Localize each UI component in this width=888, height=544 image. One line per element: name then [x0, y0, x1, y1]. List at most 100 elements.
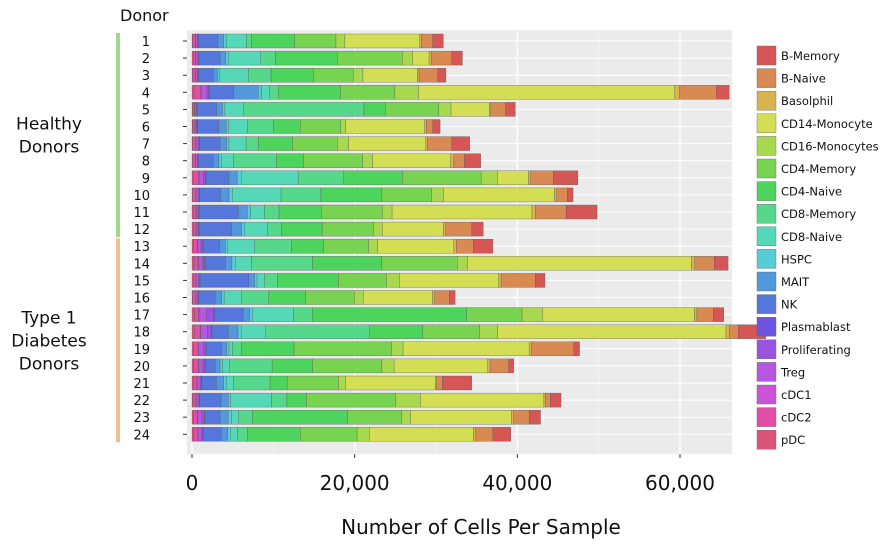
bar-segment-basolphil — [528, 341, 532, 356]
bar-segment-cd8-memory — [251, 256, 313, 271]
bar-segment-mait — [217, 33, 224, 49]
bar-segment-b-memory — [471, 221, 484, 237]
bar-segment-cd8-memory — [264, 204, 280, 220]
legend-label: Proliferating — [781, 343, 851, 357]
bar-segment-cd4-memory — [402, 170, 482, 185]
bar-segment-mait — [218, 119, 227, 134]
bar-segment-cd4-memory — [303, 153, 363, 168]
bar-segment-cd4-memory — [381, 187, 432, 203]
bar-segment-cd4-memory — [305, 290, 355, 305]
bar-segment-cd4-memory — [321, 204, 383, 220]
x-tick-label: 0 — [186, 471, 199, 495]
bar-segment-cdc2 — [193, 427, 198, 442]
bar-segment-pdc — [191, 221, 194, 237]
bar-segment-cd4-memory — [312, 358, 383, 374]
bar-segment-hspc — [218, 153, 222, 168]
bar-segment-cd8-naive — [250, 204, 265, 220]
bar-segment-b-memory — [492, 427, 512, 442]
bar-segment-b-naive — [456, 239, 474, 254]
bar-segment-cd16-monocytes — [386, 273, 400, 288]
group-label: Healthy — [16, 115, 82, 135]
bar-segment-cdc2 — [193, 410, 198, 425]
bar-segment-cd8-naive — [230, 392, 272, 408]
bar-segment-basolphil — [725, 324, 730, 339]
bar-segment-b-memory — [451, 50, 463, 66]
bar-segment-nk — [197, 119, 220, 134]
bar-segment-mait — [242, 307, 250, 322]
group-bracket — [116, 238, 120, 443]
bar-row-20 — [191, 358, 514, 374]
bar-segment-nk — [209, 85, 235, 100]
bar-segment-b-naive — [426, 119, 433, 134]
bar-segment-cdc2 — [193, 358, 199, 374]
bar-segment-mait — [221, 427, 228, 442]
legend-label: cDC2 — [781, 411, 812, 425]
bar-segment-nk — [203, 427, 222, 442]
bar-segment-nk — [201, 375, 217, 391]
bar-segment-mait — [219, 136, 227, 151]
donor-groups: Healthy Donors Type 1 Diabetes Donors — [11, 33, 120, 443]
bar-segment-treg — [195, 187, 199, 203]
bar-segment-cdc2 — [192, 136, 196, 151]
bar-segment-cd4-memory — [299, 427, 358, 442]
bar-segment-treg — [197, 375, 201, 391]
legend-swatch — [756, 271, 777, 292]
bar-segment-cdc2 — [193, 204, 197, 220]
bar-segment-cd4-naive — [320, 187, 383, 203]
bar-segment-hspc — [217, 68, 220, 83]
legend-swatch — [756, 136, 777, 156]
bar-segment-basolphil — [450, 153, 455, 168]
bar-segment-cd8-naive — [225, 375, 234, 391]
bar-row-19 — [191, 341, 580, 356]
bar-segment-basolphil — [694, 307, 698, 322]
bar-segment-cd4-memory — [338, 273, 387, 288]
bar-segment-cd4-naive — [343, 170, 403, 185]
bar-segment-hspc — [231, 256, 236, 271]
bar-segment-cd8-naive — [241, 324, 266, 339]
y-tick-label: 15 — [133, 274, 150, 289]
bar-segment-cdc2 — [193, 85, 201, 100]
bar-segment-cd8-memory — [245, 136, 259, 151]
bar-segment-hspc — [228, 187, 233, 203]
bar-segment-cd16-monocytes — [479, 324, 498, 339]
bar-segment-cd14-monocyte — [410, 410, 512, 425]
bar-segment-mait — [219, 239, 226, 254]
bar-segment-cdc2 — [192, 392, 196, 408]
legend-label: CD4-Memory — [781, 162, 856, 176]
bar-segment-b-naive — [556, 187, 568, 203]
bar-segment-cd4-naive — [312, 256, 382, 271]
y-tick-label: 5 — [142, 103, 150, 118]
bar-segment-basolphil — [487, 358, 491, 374]
bar-segment-mait — [221, 341, 227, 356]
bar-segment-cdc2 — [193, 273, 196, 288]
bar-segment-cd8-memory — [269, 85, 279, 100]
bar-segment-cdc2 — [193, 256, 199, 271]
bar-segment-b-naive — [500, 273, 536, 288]
bar-segment-cd8-memory — [293, 307, 313, 322]
bar-segment-basolphil — [691, 256, 695, 271]
bar-segment-proliferating — [203, 341, 207, 356]
bar-segment-b-memory — [432, 119, 441, 134]
bar-segment-b-naive — [475, 427, 494, 442]
bar-segment-hspc — [228, 392, 231, 408]
bar-segment-cd8-naive — [228, 136, 247, 151]
bar-segment-cd4-naive — [363, 102, 386, 117]
bar-segment-nk — [206, 170, 230, 185]
bar-segment-cdc2 — [192, 119, 196, 134]
bar-segment-hspc — [225, 119, 229, 134]
bar-segment-hspc — [221, 290, 225, 305]
bar-segment-proliferating — [201, 410, 205, 425]
bar-segment-b-naive — [535, 204, 567, 220]
bar-segment-basolphil — [489, 102, 492, 117]
bar-segment-b-naive — [418, 68, 438, 83]
bar-segment-cd8-memory — [297, 170, 344, 185]
bar-segment-b-memory — [451, 136, 470, 151]
bar-segment-pdc — [191, 170, 194, 185]
bar-segment-pdc — [191, 273, 194, 288]
group-label: Type 1 — [20, 308, 76, 328]
bar-segment-nk — [197, 102, 217, 117]
bar-segment-mait — [248, 273, 255, 288]
bar-segment-cd14-monocyte — [377, 239, 455, 254]
bar-segment-cd4-naive — [268, 290, 306, 305]
bar-segment-nk — [205, 358, 216, 374]
